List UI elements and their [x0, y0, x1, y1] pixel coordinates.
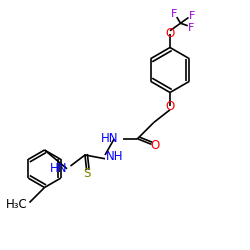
Text: O: O	[166, 27, 174, 40]
Text: HN: HN	[101, 132, 119, 145]
Text: O: O	[150, 139, 160, 152]
Text: F: F	[188, 23, 194, 33]
Text: H₃C: H₃C	[6, 198, 28, 211]
Text: NH: NH	[106, 150, 124, 164]
Text: HN: HN	[50, 162, 67, 175]
Text: O: O	[166, 100, 174, 113]
Text: F: F	[188, 11, 195, 21]
Text: S: S	[83, 167, 91, 180]
Text: F: F	[171, 9, 177, 19]
